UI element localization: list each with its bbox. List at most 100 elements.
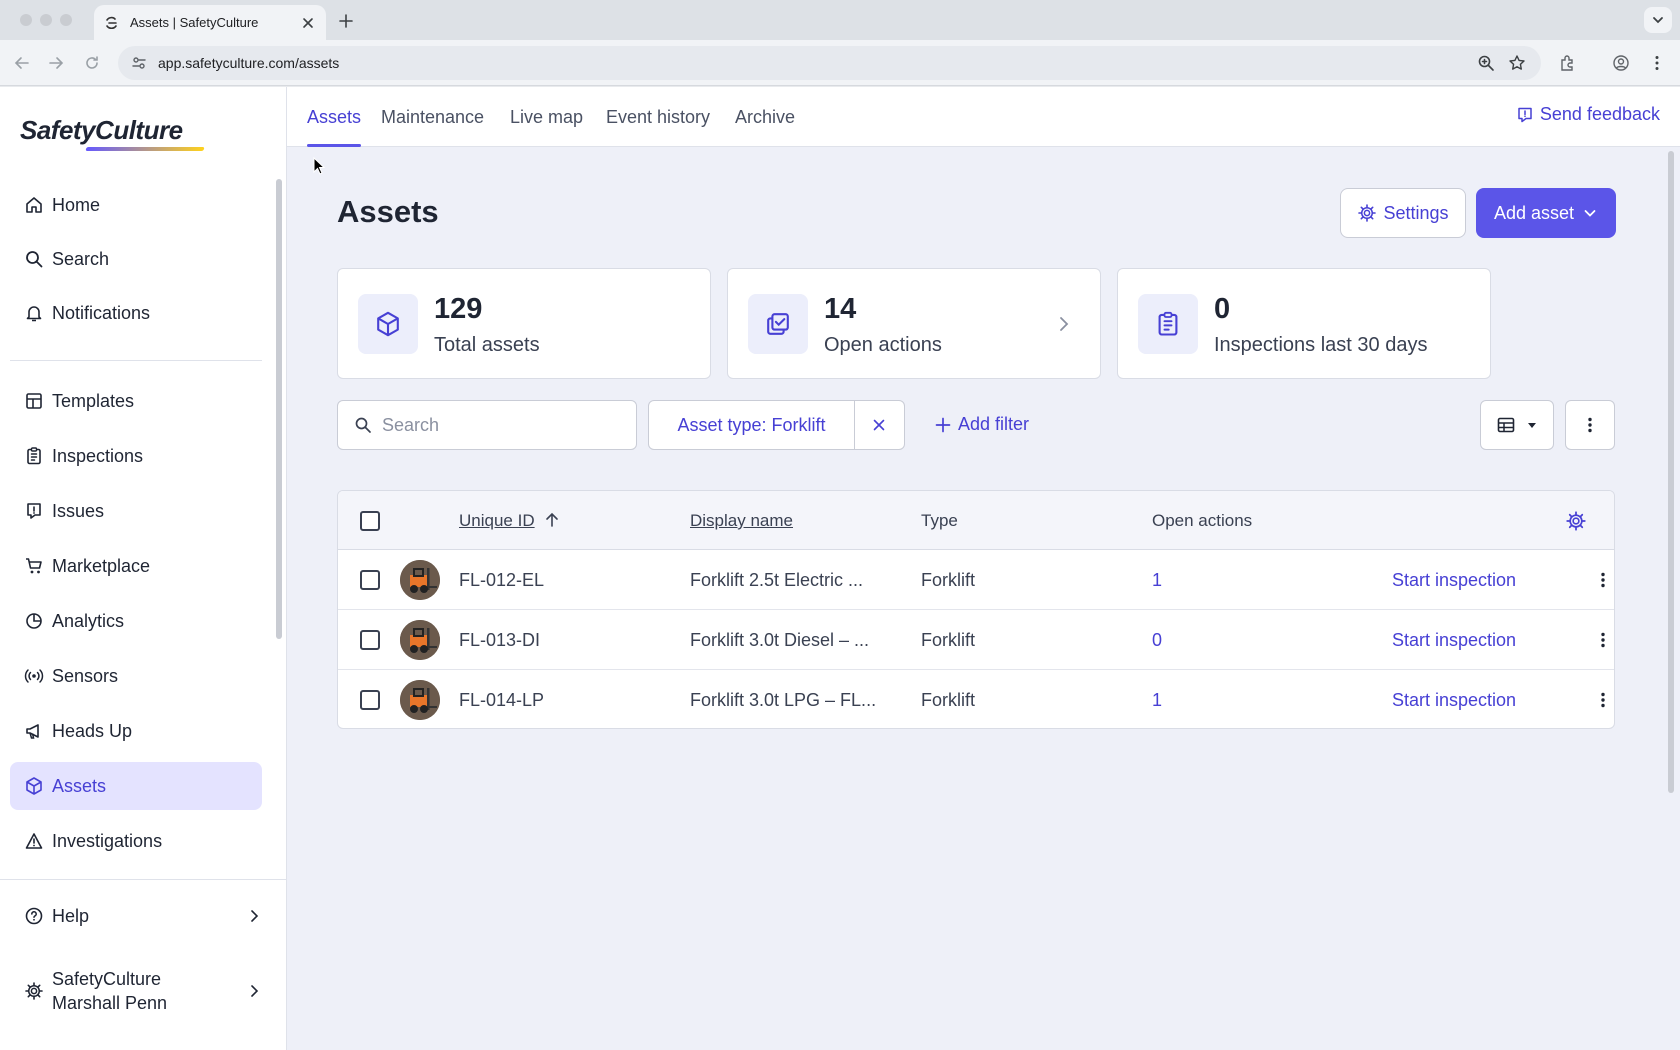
search-input[interactable] [382,414,622,436]
tab-assets[interactable]: Assets [307,87,362,147]
reload-icon[interactable] [82,53,102,73]
row-more-vertical-icon[interactable] [1593,570,1613,590]
row-more-vertical-icon[interactable] [1593,630,1613,650]
window-close-dot[interactable] [20,14,32,26]
cube-icon [358,294,418,354]
main-scrollbar[interactable] [1668,151,1674,793]
megaphone-icon [24,721,44,741]
plus-icon [934,416,952,434]
sidebar-item-inspections[interactable]: Inspections [10,432,262,480]
sidebar-item-notifications[interactable]: Notifications [10,289,262,337]
cell-display-name: Forklift 3.0t LPG – FL... [690,690,877,710]
select-all-checkbox[interactable] [360,511,380,531]
stat-value: 129 [434,293,483,325]
sidebar-item-templates[interactable]: Templates [10,377,262,425]
extensions-icon[interactable] [1558,53,1578,73]
cell-open-actions[interactable]: 0 [1152,630,1163,650]
sidebar-item-organization[interactable]: SafetyCulture Marshall Penn [10,966,262,1016]
forklift-thumbnail [400,620,440,660]
assets-table: Unique ID Display name Type Open actions… [337,490,1615,729]
sidebar-item-label: Inspections [52,445,144,466]
remove-filter-button[interactable] [854,401,904,449]
more-options-button[interactable] [1565,400,1615,450]
zoom-icon[interactable] [1476,53,1496,73]
cell-open-actions[interactable]: 1 [1152,690,1163,710]
app: SafetyCulture Home Search Notifications … [0,87,1680,1050]
bookmark-star-icon[interactable] [1507,53,1527,73]
browser-menu-icon[interactable] [1647,53,1667,73]
sidebar-item-label: Heads Up [52,720,133,741]
tab-archive[interactable]: Archive [735,107,796,127]
feedback-icon [1516,106,1534,124]
url-field[interactable]: app.safetyculture.com/assets [118,46,1541,80]
search-field[interactable] [337,400,637,450]
tab-maintenance[interactable]: Maintenance [381,107,485,127]
chevron-right-icon [246,908,262,924]
browser-tab[interactable]: Assets | SafetyCulture [94,5,326,40]
cell-unique-id: FL-012-EL [459,570,545,590]
sidebar-item-home[interactable]: Home [10,181,262,229]
gear-icon [1357,203,1377,223]
table-view-toggle[interactable] [1480,400,1554,450]
column-header-unique-id[interactable]: Unique ID [459,511,535,530]
sidebar-item-search[interactable]: Search [10,235,262,283]
safetyculture-logo[interactable]: SafetyCulture [20,115,183,145]
settings-button[interactable]: Settings [1340,188,1466,238]
close-tab-icon[interactable] [300,15,316,31]
column-header-open-actions: Open actions [1152,511,1253,530]
sidebar-item-marketplace[interactable]: Marketplace [10,542,262,590]
sensor-icon [24,666,44,686]
tab-search-chevron-icon[interactable] [1644,7,1672,33]
sidebar-item-help[interactable]: Help [10,901,262,931]
column-settings-gear-icon[interactable] [1565,510,1587,532]
cell-type: Forklift [921,630,975,650]
clipboard-icon [24,446,44,466]
row-checkbox[interactable] [360,690,380,710]
start-inspection-link[interactable]: Start inspection [1392,630,1517,650]
column-header-display-name[interactable]: Display name [690,511,793,530]
table-row[interactable]: FL-014-LP Forklift 3.0t LPG – FL... Fork… [338,670,1614,728]
sidebar-scrollbar[interactable] [276,179,282,639]
back-arrow-icon[interactable] [12,53,32,73]
send-feedback-link[interactable]: Send feedback [1516,104,1660,125]
url-text: app.safetyculture.com/assets [158,55,340,71]
add-filter-button[interactable]: Add filter [934,414,1029,435]
sidebar-item-label: Analytics [52,610,125,631]
sidebar-item-investigations[interactable]: Investigations [10,817,262,865]
cell-open-actions[interactable]: 1 [1152,570,1163,590]
table-row[interactable]: FL-012-EL Forklift 2.5t Electric ... For… [338,550,1614,610]
sidebar-item-analytics[interactable]: Analytics [10,597,262,645]
row-checkbox[interactable] [360,570,380,590]
row-checkbox[interactable] [360,630,380,650]
tab-event-history[interactable]: Event history [606,107,711,127]
main-content: Assets Maintenance Live map Event histor… [287,87,1680,1050]
stat-card-open-actions[interactable]: 14 Open actions [727,268,1101,379]
sidebar-item-sensors[interactable]: Sensors [10,652,262,700]
sort-ascending-icon[interactable] [543,511,561,529]
chevron-down-icon [1582,205,1598,221]
asset-type-filter[interactable]: Asset type: Forklift [649,401,855,449]
site-info-icon[interactable] [130,54,148,72]
profile-icon[interactable] [1611,53,1631,73]
table-row[interactable]: FL-013-DI Forklift 3.0t Diesel – ... For… [338,610,1614,670]
stat-card-inspections: 0 Inspections last 30 days [1117,268,1491,379]
start-inspection-link[interactable]: Start inspection [1392,570,1517,590]
sidebar-item-issues[interactable]: Issues [10,487,262,535]
bell-icon [24,303,44,323]
new-tab-icon[interactable] [336,11,356,31]
forward-arrow-icon[interactable] [46,53,66,73]
org-name-line2: Marshall Penn [52,993,168,1013]
sidebar-item-heads-up[interactable]: Heads Up [10,707,262,755]
add-asset-button[interactable]: Add asset [1476,188,1616,238]
window-zoom-dot[interactable] [60,14,72,26]
safetyculture-favicon-icon [104,15,120,31]
cube-icon [24,776,44,796]
window-minimize-dot[interactable] [40,14,52,26]
cell-type: Forklift [921,570,975,590]
clipboard-icon [1138,294,1198,354]
row-more-vertical-icon[interactable] [1593,690,1613,710]
sidebar-item-label: Marketplace [52,555,151,576]
start-inspection-link[interactable]: Start inspection [1392,690,1517,710]
sidebar-item-assets[interactable]: Assets [10,762,262,810]
tab-live-map[interactable]: Live map [510,107,584,127]
